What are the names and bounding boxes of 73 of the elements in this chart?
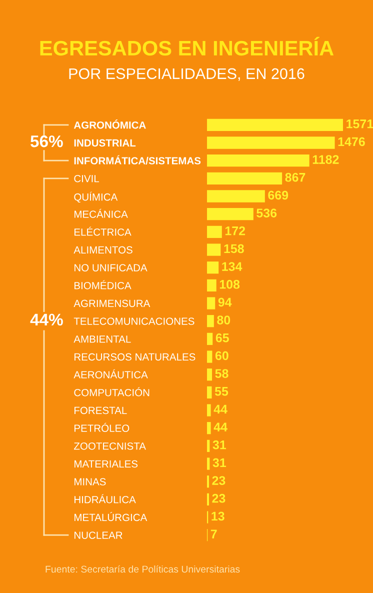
bar bbox=[207, 458, 210, 470]
y-tick-label: FORESTAL bbox=[74, 406, 127, 414]
data-label: 867 bbox=[285, 172, 306, 182]
bar bbox=[207, 190, 265, 202]
y-tick-label: ALIMENTOS bbox=[74, 246, 132, 254]
bar bbox=[207, 422, 211, 434]
y-tick-label: AGRIMENSURA bbox=[74, 300, 150, 308]
data-label: 1182 bbox=[312, 155, 339, 164]
chart-title: EGRESADOS EN INGENIERÍA bbox=[40, 36, 334, 56]
bar bbox=[207, 279, 216, 292]
bar bbox=[207, 154, 310, 167]
data-label: 23 bbox=[212, 476, 226, 485]
y-tick-label: PETRÓLEO bbox=[74, 422, 130, 432]
bar bbox=[207, 386, 212, 398]
y-tick-label: NO UNIFICADA bbox=[74, 264, 148, 272]
data-label: 94 bbox=[218, 298, 232, 307]
bar bbox=[207, 136, 335, 149]
bar bbox=[207, 297, 216, 310]
data-label: 172 bbox=[225, 226, 246, 236]
data-label: 31 bbox=[212, 440, 226, 450]
bar bbox=[207, 244, 221, 256]
y-tick-label: MATERIALES bbox=[74, 460, 138, 468]
data-label: 44 bbox=[214, 404, 228, 414]
data-label: 1571 bbox=[346, 120, 373, 128]
data-label: 55 bbox=[214, 387, 228, 396]
bar bbox=[207, 315, 214, 328]
y-tick-label: BIOMÉDICA bbox=[74, 280, 132, 290]
y-tick-label: ELÉCTRICA bbox=[74, 226, 132, 236]
text: 44% bbox=[30, 314, 63, 326]
data-label: 536 bbox=[256, 208, 277, 218]
y-tick-label: HIDRÁULICA bbox=[74, 494, 136, 504]
y-tick-label: AGRONÓMICA bbox=[74, 120, 146, 129]
data-label: 65 bbox=[216, 333, 229, 342]
bar bbox=[207, 226, 222, 238]
bar bbox=[207, 350, 212, 363]
bar bbox=[207, 440, 210, 452]
data-label: 31 bbox=[212, 458, 226, 468]
y-tick-label: CIVIL bbox=[74, 174, 100, 182]
data-label: 158 bbox=[224, 244, 244, 254]
source-note: Fuente: Secretaría de Políticas Universitarias bbox=[46, 565, 240, 573]
data-label: 60 bbox=[215, 351, 228, 360]
y-tick-label: AERONÁUTICA bbox=[74, 369, 148, 378]
data-label: 13 bbox=[212, 512, 224, 521]
bar bbox=[207, 368, 212, 381]
chart-subtitle: POR ESPECIALIDADES, EN 2016 bbox=[69, 68, 304, 81]
data-label: 58 bbox=[215, 369, 228, 378]
data-label: 23 bbox=[212, 494, 226, 503]
y-tick-label: COMPUTACIÓN bbox=[74, 387, 150, 396]
data-label: 7 bbox=[210, 530, 217, 538]
y-tick-label: TELECOMUNICACIONES bbox=[74, 318, 194, 325]
y-tick-label: QUÍMICA bbox=[74, 192, 118, 203]
data-label: 669 bbox=[268, 190, 288, 200]
bar bbox=[207, 404, 211, 416]
text: 56% bbox=[30, 135, 63, 148]
bar bbox=[207, 262, 219, 274]
y-tick-label: MINAS bbox=[74, 478, 106, 486]
data-label: 80 bbox=[217, 316, 230, 324]
y-tick-label: RECURSOS NATURALES bbox=[74, 353, 196, 361]
bar bbox=[207, 118, 343, 131]
bar bbox=[207, 332, 213, 345]
y-tick-label: INDUSTRIAL bbox=[74, 139, 136, 147]
y-tick-label: ZOOTECNISTA bbox=[74, 442, 146, 450]
bar bbox=[207, 172, 282, 184]
y-tick-label: NUCLEAR bbox=[74, 532, 122, 539]
bar bbox=[207, 208, 254, 220]
data-label: 134 bbox=[222, 262, 242, 271]
y-tick-label: AMBIENTAL bbox=[74, 336, 131, 343]
y-tick-label: INFORMÁTICA/SISTEMAS bbox=[74, 155, 201, 165]
data-label: 44 bbox=[214, 422, 228, 432]
y-tick-label: MECÁNICA bbox=[74, 208, 128, 218]
y-tick-label: METALÚRGICA bbox=[74, 512, 148, 522]
data-label: 108 bbox=[220, 280, 240, 289]
data-label: 1476 bbox=[338, 137, 365, 146]
